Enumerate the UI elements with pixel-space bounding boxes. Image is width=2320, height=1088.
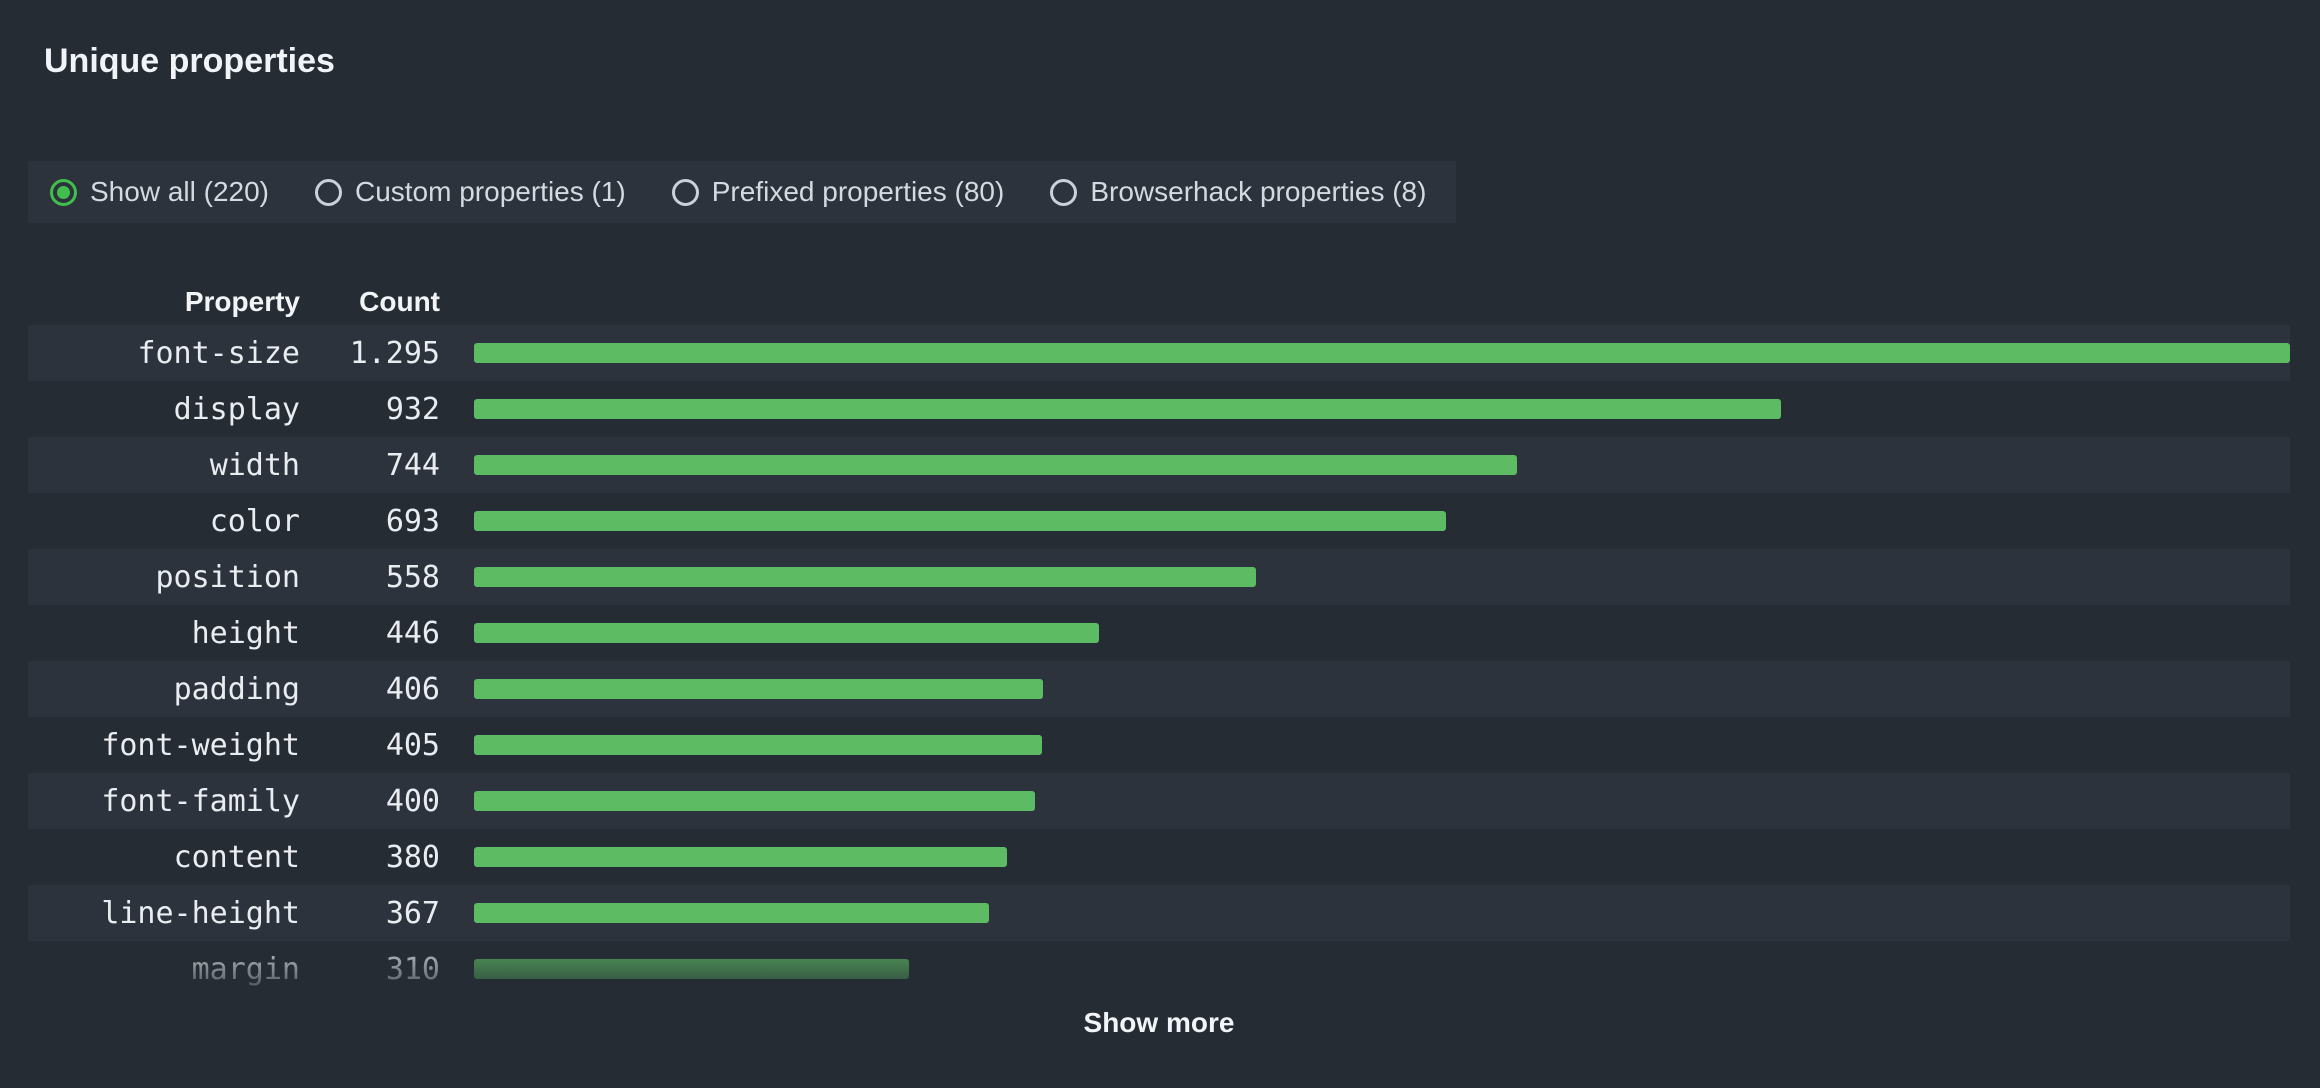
property-name: font-family (101, 783, 300, 819)
bar-track (440, 623, 2290, 643)
property-count: 932 (385, 391, 440, 427)
show-more-container: Show more (28, 1001, 2290, 1045)
property-count: 405 (385, 727, 440, 763)
filter-option-label: Browserhack properties (8) (1090, 176, 1427, 207)
property-name: margin (191, 951, 300, 987)
table-row: margin 310 (28, 941, 2290, 997)
table-row: content 380 (28, 829, 2290, 885)
property-count: 406 (385, 671, 440, 707)
property-name: content (173, 839, 300, 875)
table-row: padding 406 (28, 661, 2290, 717)
property-count: 693 (385, 503, 440, 539)
property-count: 400 (385, 783, 440, 819)
table-row: width 744 (28, 437, 2290, 493)
radio-unselected-icon[interactable] (671, 178, 699, 206)
bar-track (440, 511, 2290, 531)
count-bar (474, 959, 909, 979)
table-row: display 932 (28, 381, 2290, 437)
property-name: height (191, 615, 300, 651)
property-count: 744 (385, 447, 440, 483)
property-count: 380 (385, 839, 440, 875)
radio-unselected-icon[interactable] (314, 178, 342, 206)
property-name: display (173, 391, 300, 427)
property-count: 1.295 (349, 335, 440, 371)
bar-track (440, 399, 2290, 419)
property-count: 558 (385, 559, 440, 595)
bar-track (440, 735, 2290, 755)
filter-radio-browserhack-properties-8[interactable]: Browserhack properties (8) (1050, 176, 1426, 208)
table-row: position 558 (28, 549, 2290, 605)
table-row: line-height 367 (28, 885, 2290, 941)
column-header-count: Count (359, 286, 440, 317)
bar-track (440, 903, 2290, 923)
property-count: 367 (385, 895, 440, 931)
radio-unselected-icon[interactable] (1050, 178, 1078, 206)
table-row: font-family 400 (28, 773, 2290, 829)
table-row: font-size 1.295 (28, 325, 2290, 381)
filter-option-label: Prefixed properties (80) (711, 176, 1005, 207)
property-name: padding (173, 671, 300, 707)
filter-radio-prefixed-properties-80[interactable]: Prefixed properties (80) (671, 176, 1005, 208)
table-row: font-weight 405 (28, 717, 2290, 773)
count-bar (474, 903, 989, 923)
bar-track (440, 791, 2290, 811)
table-header-row: Property Count (28, 279, 2290, 325)
count-bar (474, 791, 1035, 811)
property-name: font-size (137, 335, 300, 371)
property-name: position (155, 559, 301, 595)
filter-radio-group: Show all (220) Custom properties (1) Prefi… (28, 161, 1457, 223)
filter-option-label: Custom properties (1) (354, 176, 626, 207)
table-row: color 693 (28, 493, 2290, 549)
filter-radio-show-all-220[interactable]: Show all (220) (50, 176, 269, 208)
column-header-property: Property (184, 286, 300, 317)
property-count: 310 (385, 951, 440, 987)
table-row: height 446 (28, 605, 2290, 661)
bar-track (440, 343, 2290, 363)
count-bar (474, 567, 1257, 587)
filter-radio-custom-properties-1[interactable]: Custom properties (1) (314, 176, 626, 208)
count-bar (474, 343, 2290, 363)
bar-track (440, 567, 2290, 587)
property-count: 446 (385, 615, 440, 651)
count-bar (474, 735, 1042, 755)
count-bar (474, 399, 1781, 419)
show-more-button[interactable]: Show more (1070, 1001, 1249, 1045)
page-title: Unique properties (44, 42, 335, 80)
property-name: line-height (101, 895, 300, 931)
property-name: font-weight (101, 727, 300, 763)
count-bar (474, 455, 1518, 475)
table-body: font-size 1.295 display 932 width 744 color 693… (28, 325, 2290, 997)
property-name: width (209, 447, 300, 483)
property-name: color (209, 503, 300, 539)
bar-track (440, 455, 2290, 475)
bar-track (440, 959, 2290, 979)
properties-table: Property Count font-size 1.295 display 932 w… (28, 279, 2290, 997)
count-bar (474, 847, 1007, 867)
count-bar (474, 679, 1044, 699)
filter-option-label: Show all (220) (90, 176, 269, 207)
bar-track (440, 847, 2290, 867)
count-bar (474, 511, 1446, 531)
radio-selected-icon[interactable] (50, 178, 77, 206)
count-bar (474, 623, 1100, 643)
bar-track (440, 679, 2290, 699)
